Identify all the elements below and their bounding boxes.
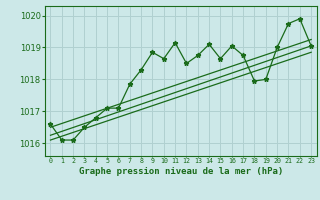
X-axis label: Graphe pression niveau de la mer (hPa): Graphe pression niveau de la mer (hPa)	[79, 167, 283, 176]
